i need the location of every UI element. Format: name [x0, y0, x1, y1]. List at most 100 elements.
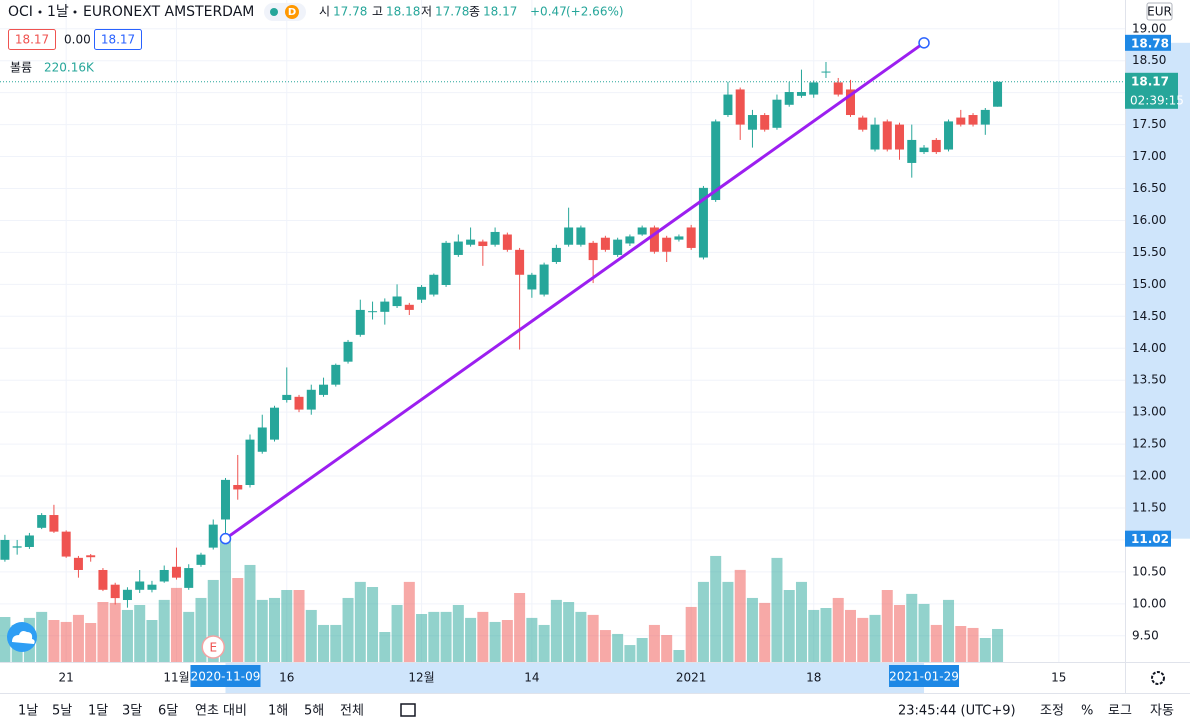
- candle-body: [171, 566, 181, 578]
- y-tick-label: 12.50: [1132, 437, 1166, 451]
- candle-body: [919, 147, 929, 153]
- x-tick-label: 16: [279, 671, 294, 685]
- change-pct: (+2.66%): [566, 5, 624, 19]
- trendline-handle[interactable]: [918, 37, 930, 49]
- range-button[interactable]: 1해: [268, 704, 288, 719]
- y-tick-label: 17.50: [1132, 117, 1166, 131]
- clock: 23:45:44 (UTC+9): [898, 704, 1016, 719]
- range-button[interactable]: 5해: [304, 704, 324, 719]
- interval: 1날: [47, 4, 69, 20]
- option-button[interactable]: %: [1081, 704, 1093, 719]
- y-selection-band: [1125, 42, 1190, 539]
- candle-body: [110, 584, 120, 599]
- range-button[interactable]: 6달: [158, 704, 178, 719]
- volume-bar: [857, 617, 869, 662]
- y-selection-tag: [1125, 34, 1171, 51]
- volume-bar: [538, 624, 550, 662]
- volume-bar: [416, 614, 428, 662]
- range-button[interactable]: 3달: [122, 704, 142, 719]
- volume-bar: [232, 578, 244, 662]
- candle-body: [184, 568, 194, 588]
- earnings-marker[interactable]: [201, 635, 225, 659]
- y-tick-label: 16.50: [1132, 181, 1166, 195]
- change: +0.47: [530, 5, 567, 19]
- range-button[interactable]: 5날: [52, 704, 72, 719]
- candle-body: [429, 274, 439, 295]
- candle-body: [404, 304, 414, 310]
- candle-body: [355, 309, 365, 335]
- candle-body: [73, 557, 83, 570]
- volume-bar: [624, 645, 636, 662]
- separator: [38, 10, 42, 14]
- range-button[interactable]: 1날: [18, 704, 38, 719]
- candle-body: [0, 539, 10, 560]
- candle-body: [796, 92, 806, 96]
- volume-bar: [759, 602, 771, 662]
- candle-body: [24, 535, 34, 547]
- y-selection-tag: [1125, 530, 1171, 547]
- ohlc-label: 종: [469, 5, 480, 19]
- x-selection-tag: [190, 665, 261, 687]
- volume-bar: [428, 611, 440, 662]
- currency-box: [1146, 2, 1173, 21]
- ask-box: [94, 29, 142, 50]
- volume-bar: [60, 621, 72, 662]
- range-button[interactable]: 1달: [88, 704, 108, 719]
- candle-body: [343, 341, 353, 362]
- candle-body: [539, 264, 549, 295]
- market-dot: [270, 8, 278, 16]
- candle-body: [527, 274, 537, 290]
- volume-bar: [97, 602, 109, 662]
- y-tick-label: 19.00: [1132, 21, 1166, 35]
- volume-bar: [219, 539, 231, 662]
- volume-bar: [170, 587, 182, 662]
- candle-body: [122, 589, 132, 601]
- candle-body: [257, 427, 267, 452]
- volume-bar: [526, 617, 538, 662]
- candle-body: [882, 121, 892, 150]
- candle-body: [809, 82, 819, 95]
- x-tick-label: 2021: [676, 671, 707, 685]
- candle-body: [833, 82, 843, 95]
- y-tick-label: 9.50: [1132, 628, 1159, 642]
- volume-bar: [844, 609, 856, 662]
- volume-bar: [256, 599, 268, 662]
- y-tick-label: 12.00: [1132, 469, 1166, 483]
- volume-bar: [550, 599, 562, 662]
- volume-bar: [979, 638, 991, 662]
- x-tick-label: 14: [524, 671, 539, 685]
- volume-bar: [207, 579, 219, 662]
- volume-bar: [379, 632, 391, 662]
- trendline-handle[interactable]: [219, 532, 232, 545]
- settings-gear[interactable]: [1151, 671, 1165, 685]
- candle-body: [564, 227, 574, 245]
- y-tick-label: 16.00: [1132, 213, 1166, 227]
- volume-bar: [72, 614, 84, 662]
- volume-bar: [501, 620, 513, 662]
- candle-body: [86, 555, 96, 558]
- candle-body: [306, 389, 316, 410]
- x-selection-label: 2021-01-29: [889, 670, 959, 684]
- range-button[interactable]: 연초 대비: [195, 704, 247, 719]
- candle-body: [49, 515, 59, 532]
- option-button[interactable]: 조정: [1040, 704, 1064, 719]
- volume-bar: [869, 614, 881, 662]
- candle-body: [747, 115, 757, 130]
- candle-body: [895, 124, 905, 150]
- volume-bar: [293, 590, 305, 662]
- compare-icon[interactable]: [400, 703, 416, 717]
- volume-value: 220.16K: [44, 61, 95, 75]
- ohlc-value: 18.17: [483, 5, 517, 19]
- candle-body: [502, 234, 512, 250]
- candle-body: [294, 396, 304, 410]
- ohlc-value: 18.18: [386, 5, 420, 19]
- y-tick-label: 15.00: [1132, 277, 1166, 291]
- volume-bar: [894, 605, 906, 662]
- volume-bar: [318, 624, 330, 662]
- range-button[interactable]: 전체: [340, 704, 364, 719]
- option-button[interactable]: 자동: [1150, 704, 1174, 719]
- candle-body: [735, 89, 745, 125]
- option-button[interactable]: 로그: [1108, 704, 1132, 719]
- candle-body: [196, 554, 206, 565]
